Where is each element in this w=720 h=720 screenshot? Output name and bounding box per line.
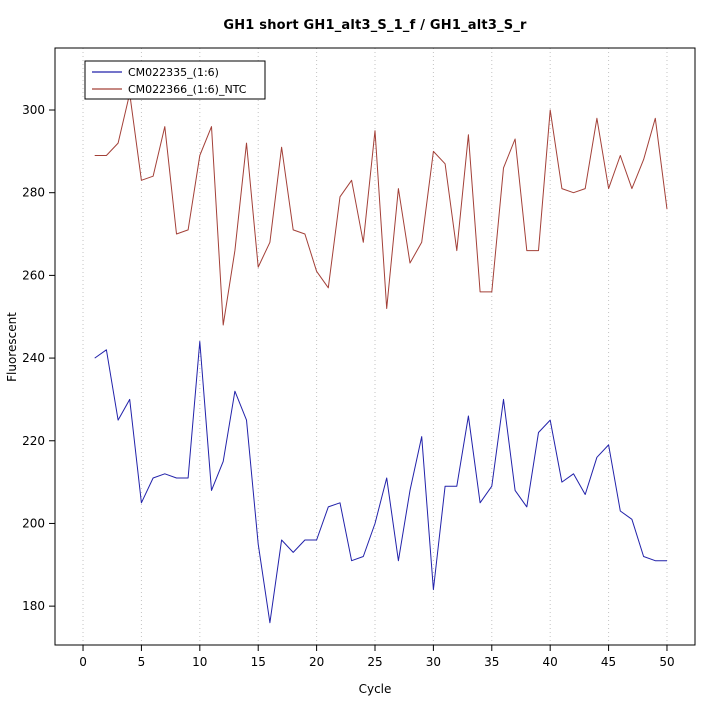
x-tick-label: 40: [543, 655, 558, 669]
y-tick-label: 300: [22, 103, 45, 117]
x-tick-label: 30: [426, 655, 441, 669]
legend-label: CM022366_(1:6)_NTC: [128, 83, 247, 96]
x-tick-label: 20: [309, 655, 324, 669]
x-tick-label: 5: [138, 655, 146, 669]
y-tick-label: 280: [22, 186, 45, 200]
y-tick-label: 260: [22, 268, 45, 282]
y-tick-label: 200: [22, 516, 45, 530]
chart-title: GH1 short GH1_alt3_S_1_f / GH1_alt3_S_r: [223, 18, 527, 33]
legend-label: CM022335_(1:6): [128, 66, 219, 79]
x-tick-label: 25: [367, 655, 382, 669]
x-tick-label: 45: [601, 655, 616, 669]
x-tick-label: 35: [484, 655, 499, 669]
legend-box: [84, 60, 266, 100]
x-tick-label: 0: [79, 655, 87, 669]
series-line: [94, 341, 667, 624]
x-tick-label: 50: [659, 655, 674, 669]
y-tick-label: 220: [22, 434, 45, 448]
y-tick-label: 180: [22, 599, 45, 613]
x-tick-label: 15: [251, 655, 266, 669]
y-tick-label: 240: [22, 351, 45, 365]
x-tick-label: 10: [192, 655, 207, 669]
series-line: [94, 93, 668, 326]
x-axis-label: Cycle: [358, 682, 392, 696]
